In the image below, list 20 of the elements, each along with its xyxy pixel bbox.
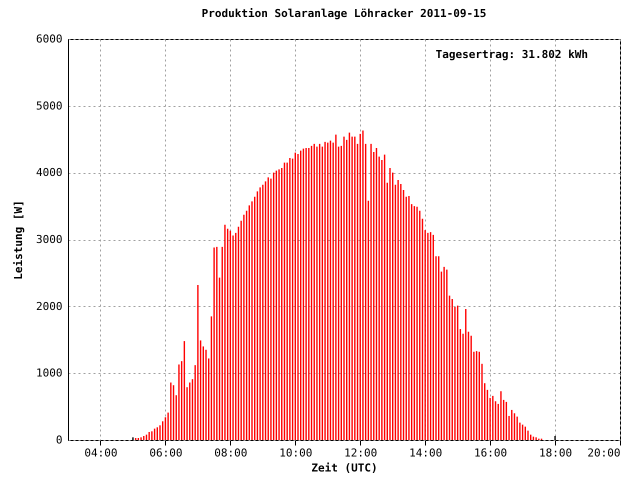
x-tick-label: 06:00 — [149, 446, 182, 460]
x-tick-label: 12:00 — [344, 446, 378, 460]
y-tick-label: 1000 — [36, 366, 62, 380]
y-tick-label: 5000 — [36, 99, 62, 112]
y-tick-label: 2000 — [36, 300, 62, 313]
chart-title: Produktion Solaranlage Löhracker 2011-09-15 — [202, 7, 486, 20]
x-tick-label: 08:00 — [214, 446, 248, 460]
x-tick-label: 04:00 — [84, 446, 118, 460]
y-axis-title: Leistung [W] — [12, 200, 26, 280]
y-tick-label: 0 — [56, 434, 62, 446]
x-tick-label: 18:00 — [538, 446, 572, 460]
annotation: Tagesertrag: 31.802 kWh — [436, 48, 588, 61]
x-tick-label: 16:00 — [474, 446, 508, 460]
y-tick-label: 4000 — [36, 166, 62, 180]
y-tick-label: 3000 — [36, 233, 62, 246]
x-axis-title: Zeit (UTC) — [311, 462, 378, 474]
y-tick-label: 6000 — [36, 32, 62, 46]
x-tick-label: 20:00 — [587, 446, 620, 460]
x-tick-label: 10:00 — [279, 446, 312, 460]
x-tick-label: 14:00 — [409, 446, 442, 460]
